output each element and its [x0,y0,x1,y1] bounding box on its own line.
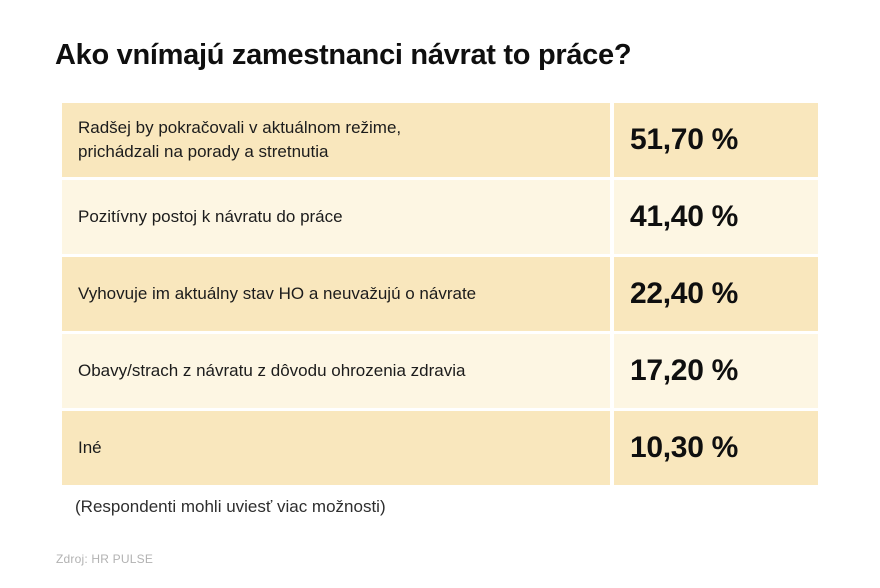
answer-value: 10,30 % [614,411,818,485]
table-row: Vyhovuje im aktuálny stav HO a neuvažujú… [62,257,818,331]
footnote: (Respondenti mohli uviesť viac možnosti) [75,497,386,516]
table-row: Obavy/strach z návratu z dôvodu ohrozeni… [62,334,818,408]
answer-value: 51,70 % [614,103,818,177]
results-table: Radšej by pokračovali v aktuálnom režime… [62,103,818,485]
page-title: Ako vnímajú zamestnanci návrat to práce? [55,39,632,71]
answer-label: Radšej by pokračovali v aktuálnom režime… [62,103,610,177]
answer-label: Obavy/strach z návratu z dôvodu ohrozeni… [62,334,610,408]
answer-value: 17,20 % [614,334,818,408]
answer-label: Pozitívny postoj k návratu do práce [62,180,610,254]
answer-label: Vyhovuje im aktuálny stav HO a neuvažujú… [62,257,610,331]
answer-label: Iné [62,411,610,485]
table-row: Pozitívny postoj k návratu do práce 41,4… [62,180,818,254]
table-row: Iné 10,30 % [62,411,818,485]
answer-value: 22,40 % [614,257,818,331]
source-attribution: Zdroj: HR PULSE [56,552,154,566]
answer-value: 41,40 % [614,180,818,254]
table-row: Radšej by pokračovali v aktuálnom režime… [62,103,818,177]
